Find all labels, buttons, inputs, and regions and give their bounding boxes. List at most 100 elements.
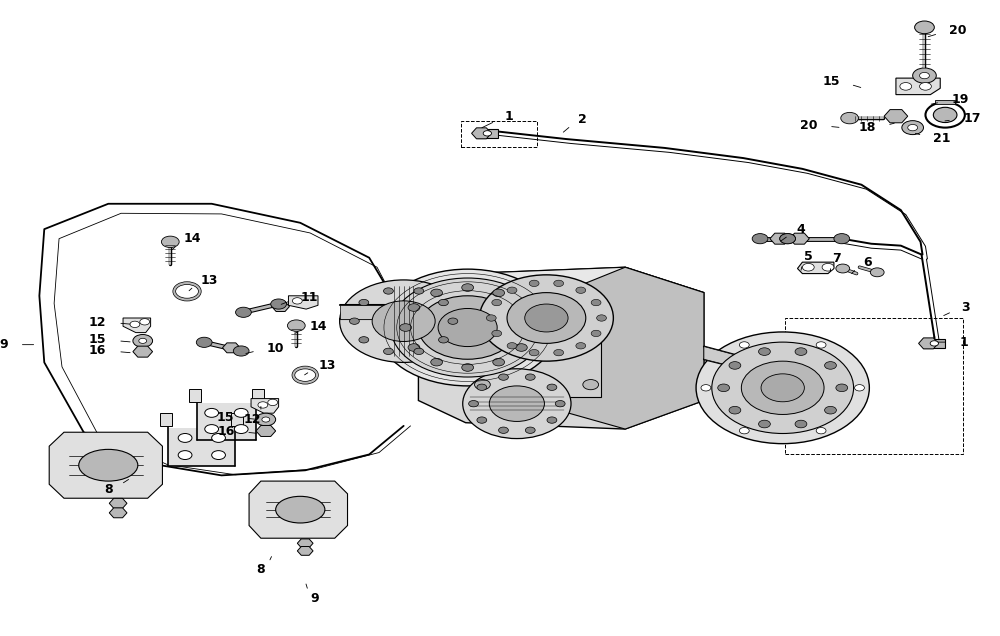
Text: 8: 8 — [257, 563, 265, 576]
Bar — [252, 389, 264, 402]
Bar — [923, 339, 945, 348]
Circle shape — [920, 73, 929, 79]
Polygon shape — [919, 338, 938, 349]
Circle shape — [130, 321, 140, 328]
Circle shape — [554, 349, 564, 356]
Circle shape — [492, 330, 502, 336]
Circle shape — [486, 315, 496, 321]
Text: 5: 5 — [804, 250, 813, 263]
Polygon shape — [418, 267, 704, 429]
Circle shape — [462, 284, 474, 291]
Polygon shape — [272, 301, 289, 312]
Circle shape — [489, 386, 544, 422]
Text: 10: 10 — [267, 342, 284, 355]
Circle shape — [469, 401, 478, 407]
Text: 12: 12 — [243, 413, 261, 426]
Circle shape — [780, 233, 796, 244]
Circle shape — [529, 280, 539, 287]
Circle shape — [448, 318, 458, 324]
Circle shape — [384, 348, 393, 354]
Circle shape — [205, 408, 219, 417]
Circle shape — [920, 83, 931, 90]
Text: 8: 8 — [104, 483, 113, 496]
Circle shape — [554, 280, 564, 287]
Circle shape — [547, 417, 557, 424]
Circle shape — [139, 338, 147, 343]
Text: 12: 12 — [89, 315, 106, 329]
Circle shape — [372, 301, 435, 342]
Text: 1: 1 — [505, 110, 513, 123]
Circle shape — [576, 343, 586, 349]
Text: 15: 15 — [89, 333, 106, 347]
Circle shape — [205, 425, 219, 434]
Circle shape — [507, 293, 586, 343]
Circle shape — [816, 342, 826, 348]
Polygon shape — [249, 481, 348, 538]
Circle shape — [462, 364, 474, 371]
Polygon shape — [133, 346, 153, 357]
Circle shape — [761, 374, 804, 402]
Text: 15: 15 — [217, 411, 234, 424]
Circle shape — [739, 342, 749, 348]
Bar — [477, 129, 498, 138]
Circle shape — [752, 233, 768, 244]
Bar — [231, 413, 243, 426]
Polygon shape — [896, 78, 940, 95]
Text: 4: 4 — [797, 223, 805, 237]
Bar — [168, 427, 235, 466]
Polygon shape — [256, 425, 276, 436]
Circle shape — [507, 287, 517, 293]
Circle shape — [268, 399, 278, 406]
Circle shape — [377, 269, 558, 386]
Circle shape — [816, 427, 826, 434]
Circle shape — [340, 280, 468, 363]
Text: 9: 9 — [310, 592, 319, 605]
Circle shape — [233, 346, 249, 356]
Circle shape — [547, 384, 557, 391]
Circle shape — [271, 299, 286, 309]
Ellipse shape — [276, 496, 325, 523]
Circle shape — [414, 288, 424, 294]
Circle shape — [591, 330, 601, 336]
Circle shape — [900, 83, 912, 90]
Circle shape — [525, 427, 535, 433]
Circle shape — [196, 337, 212, 347]
Polygon shape — [109, 508, 127, 518]
Circle shape — [525, 374, 535, 380]
Polygon shape — [466, 267, 704, 299]
Circle shape — [741, 361, 824, 415]
Circle shape — [836, 264, 850, 273]
Circle shape — [825, 406, 836, 414]
Circle shape — [234, 408, 248, 417]
Circle shape — [507, 343, 517, 349]
Circle shape — [359, 336, 369, 343]
Circle shape — [292, 298, 302, 304]
Text: 19: 19 — [951, 93, 969, 106]
Circle shape — [583, 300, 599, 310]
Circle shape — [499, 427, 508, 433]
Circle shape — [178, 451, 192, 460]
Text: 2: 2 — [578, 113, 587, 126]
Ellipse shape — [79, 450, 138, 481]
Text: 20: 20 — [800, 119, 817, 132]
Circle shape — [515, 304, 527, 312]
Text: 13: 13 — [201, 273, 218, 287]
Polygon shape — [222, 343, 240, 353]
Circle shape — [439, 300, 448, 306]
Circle shape — [825, 362, 836, 370]
Circle shape — [439, 336, 448, 343]
Circle shape — [438, 308, 497, 347]
Circle shape — [739, 427, 749, 434]
Circle shape — [696, 332, 869, 444]
Circle shape — [359, 300, 369, 306]
Text: 9: 9 — [0, 338, 8, 351]
Circle shape — [133, 335, 153, 347]
Text: 20: 20 — [949, 24, 966, 37]
Polygon shape — [704, 347, 763, 374]
Circle shape — [479, 275, 613, 361]
Text: 13: 13 — [318, 359, 336, 373]
Polygon shape — [297, 539, 313, 548]
Circle shape — [256, 413, 276, 426]
Polygon shape — [297, 546, 313, 555]
Circle shape — [836, 384, 848, 392]
